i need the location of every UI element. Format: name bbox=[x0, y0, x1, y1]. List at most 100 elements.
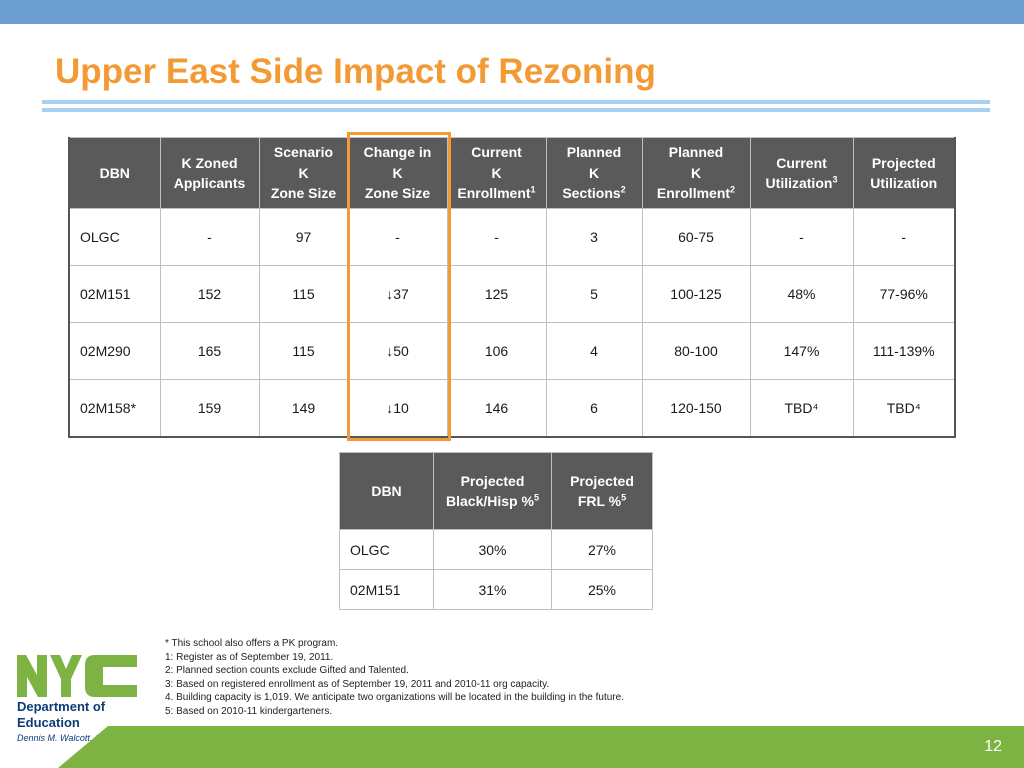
column-header: DBN bbox=[339, 452, 434, 530]
header-text: Current bbox=[776, 154, 827, 171]
table-cell: 4 bbox=[545, 322, 643, 380]
table-cell: 152 bbox=[159, 265, 260, 323]
footnote: 4. Building capacity is 1,019. We antici… bbox=[165, 692, 624, 703]
column-header: Projected FRL %5 bbox=[551, 452, 653, 530]
footnote-marker: 3 bbox=[832, 174, 838, 185]
header-text: Current bbox=[471, 144, 522, 161]
column-header: Planned K Enrollment2 bbox=[641, 137, 751, 209]
column-header: Current K Enrollment1 bbox=[446, 137, 547, 209]
table-cell: - bbox=[852, 208, 956, 266]
table-cell: - bbox=[159, 208, 260, 266]
header-text: DBN bbox=[371, 482, 402, 499]
header-text: Change in bbox=[363, 144, 432, 161]
column-header: Projected Utilization bbox=[852, 137, 956, 209]
rezoning-impact-table: DBN K Zoned Applicants Scenario K Zone Size Ch… bbox=[68, 137, 956, 438]
title-underline-rule bbox=[42, 100, 990, 104]
bottom-banner: 12 bbox=[58, 726, 1024, 768]
header-text: K bbox=[588, 164, 600, 181]
header-text: Projected bbox=[871, 154, 936, 171]
header-text: Enrollment bbox=[457, 185, 531, 202]
table-cell: TBD⁴ bbox=[749, 379, 854, 438]
table-cell: 3 bbox=[545, 208, 643, 266]
table-cell: 159 bbox=[159, 379, 260, 438]
demographics-table: DBN Projected Black/Hisp %5 Projected FRL %5… bbox=[339, 452, 653, 610]
table-cell: ↓10 bbox=[347, 379, 448, 438]
header-text: K bbox=[690, 164, 702, 181]
header-text: Projected bbox=[570, 472, 634, 489]
table-cell: 149 bbox=[258, 379, 349, 438]
slide-title: Upper East Side Impact of Rezoning bbox=[55, 52, 656, 91]
footnote: 3: Based on registered enrollment as of … bbox=[165, 678, 550, 690]
table-cell: 120-150 bbox=[641, 379, 751, 438]
table-cell: 125 bbox=[446, 265, 547, 323]
table-cell: 30% bbox=[433, 529, 552, 570]
table-cell: 147% bbox=[749, 322, 854, 380]
table-cell: 115 bbox=[258, 322, 349, 380]
table-cell: - bbox=[446, 208, 547, 266]
table-header-row: DBN K Zoned Applicants Scenario K Zone Size Ch… bbox=[68, 137, 956, 209]
table-cell: 165 bbox=[159, 322, 260, 380]
dbn-cell: OLGC bbox=[68, 208, 161, 266]
table-cell: ↓37 bbox=[347, 265, 448, 323]
table-cell: 48% bbox=[749, 265, 854, 323]
header-text: Planned bbox=[668, 144, 724, 161]
header-text: K bbox=[491, 164, 502, 181]
table-row: OLGC 30% 27% bbox=[339, 529, 653, 570]
header-text: Sections bbox=[562, 185, 621, 202]
table-header-row: DBN Projected Black/Hisp %5 Projected FRL %5 bbox=[339, 452, 653, 530]
table-cell: 106 bbox=[446, 322, 547, 380]
footnote-marker: 2 bbox=[730, 184, 736, 195]
table-cell: - bbox=[749, 208, 854, 266]
footnote-marker: 5 bbox=[621, 492, 627, 503]
top-banner bbox=[0, 0, 1024, 24]
table-cell: 77-96% bbox=[852, 265, 956, 323]
dbn-cell: 02M158* bbox=[68, 379, 161, 438]
header-text: Zone Size bbox=[364, 185, 431, 202]
table-cell: 80-100 bbox=[641, 322, 751, 380]
table-cell: 6 bbox=[545, 379, 643, 438]
nyc-logo-icon bbox=[17, 655, 137, 697]
table-cell: 100-125 bbox=[641, 265, 751, 323]
column-header: Planned K Sections2 bbox=[545, 137, 643, 209]
title-underline-rule bbox=[42, 108, 990, 112]
header-text: K Zoned bbox=[181, 154, 238, 171]
footnote: * This school also offers a PK program. bbox=[165, 638, 339, 649]
header-text: Planned bbox=[566, 144, 622, 161]
footnote-marker: 2 bbox=[620, 184, 626, 195]
footnote-marker: 5 bbox=[533, 492, 539, 503]
header-text: DBN bbox=[99, 164, 130, 181]
table-cell: 31% bbox=[433, 569, 552, 610]
table-cell: - bbox=[347, 208, 448, 266]
dbn-cell: 02M151 bbox=[68, 265, 161, 323]
table-row: 02M290 165 115 ↓50 106 4 80-100 147% 111-139% bbox=[68, 322, 956, 380]
header-text: Utilization bbox=[765, 175, 833, 191]
table-row: OLGC -97- -3 60-75- - bbox=[68, 208, 956, 266]
page-number: 12 bbox=[984, 738, 1002, 755]
header-text: Black/Hisp % bbox=[446, 493, 534, 509]
footnote: 5: Based on 2010-11 kindergarteners. bbox=[165, 705, 333, 717]
table-cell: 27% bbox=[551, 529, 653, 570]
header-text: Scenario bbox=[273, 144, 334, 161]
dbn-cell: 02M151 bbox=[339, 569, 434, 610]
table-row: 02M151 31% 25% bbox=[339, 569, 653, 610]
column-header: DBN bbox=[68, 137, 161, 209]
column-header: Scenario K Zone Size bbox=[258, 137, 349, 209]
footnote: 2: Planned section counts exclude Gifted… bbox=[165, 665, 409, 676]
dbn-cell: OLGC bbox=[339, 529, 434, 570]
table-row: 02M158* 159 149 ↓10 146 6 120-150 TBD⁴ TBD⁴ bbox=[68, 379, 956, 438]
table-cell: 25% bbox=[551, 569, 653, 610]
table-cell: 146 bbox=[446, 379, 547, 438]
footnote-marker: 1 bbox=[530, 184, 536, 195]
logo-department-text: Department of bbox=[17, 699, 106, 714]
column-header: Change in K Zone Size bbox=[347, 137, 448, 209]
column-header: Current Utilization3 bbox=[749, 137, 854, 209]
header-text: K bbox=[392, 164, 403, 181]
table-cell: ↓50 bbox=[347, 322, 448, 380]
header-text: Utilization bbox=[870, 175, 938, 191]
table-row: 02M151 152 115 ↓37 125 5 100-125 48% 77-96% bbox=[68, 265, 956, 323]
header-text: Applicants bbox=[173, 175, 246, 191]
footnotes: * This school also offers a PK program. 1… bbox=[165, 637, 785, 718]
header-text: K bbox=[298, 164, 309, 181]
table-cell: 97 bbox=[258, 208, 349, 266]
footnote: 1: Register as of September 19, 2011. bbox=[165, 651, 334, 663]
